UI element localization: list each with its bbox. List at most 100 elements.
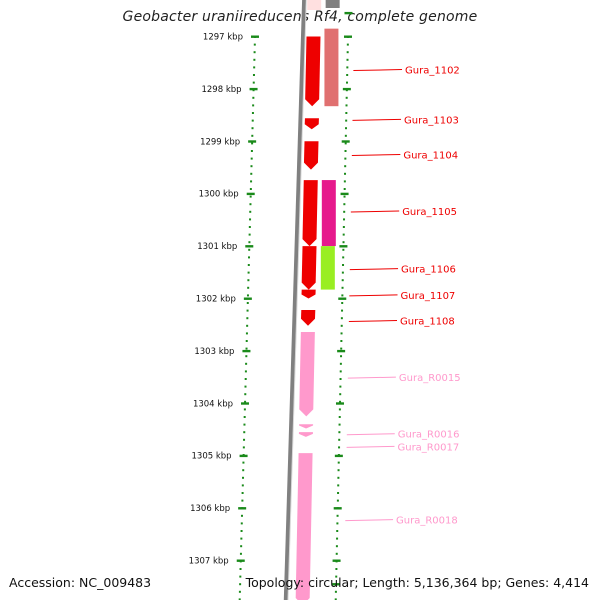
scale-dot (245, 340, 248, 342)
scale-dot (340, 317, 343, 320)
scale-tick (341, 140, 350, 143)
scale-dot (336, 522, 339, 525)
scale-dot (251, 142, 254, 145)
scale-dot (247, 279, 250, 282)
scale-tick (335, 402, 344, 405)
leader-gura_1108 (348, 320, 398, 323)
scale-dot (253, 51, 256, 54)
scale-dot (340, 332, 343, 335)
scale-tick (332, 583, 341, 586)
scale-dot (339, 362, 342, 365)
scale-dot (243, 438, 246, 441)
scale-dot (342, 233, 345, 236)
feature-gura_1102 (305, 36, 321, 107)
scale-dot (341, 302, 344, 304)
scale-dot (253, 58, 256, 61)
topology-value: circular (308, 575, 355, 590)
feature-continuation (307, 0, 322, 10)
scale-dot (244, 385, 247, 388)
scale-dot (341, 271, 344, 274)
scale-tick-label: 1305 kbp (192, 452, 232, 462)
genes-value: 4,414 (553, 575, 589, 590)
scale-dot (245, 362, 248, 365)
scale-dot (250, 150, 253, 152)
leader-gura_1107 (349, 294, 398, 297)
scale-tick-label: 1304 kbp (193, 399, 233, 409)
scale-dot (346, 51, 349, 54)
scale-dot (244, 393, 247, 396)
label-gura_1103: Gura_1103 (404, 115, 459, 126)
scale-dot (249, 203, 252, 206)
scale-dot (252, 96, 255, 99)
leader-gura_r0016 (346, 433, 395, 436)
genes-label: Genes: (505, 575, 550, 590)
scale-tick (242, 349, 251, 353)
scale-dot (239, 568, 242, 570)
length-value: 5,136,364 bp (413, 575, 498, 590)
scale-tick (239, 454, 248, 458)
leader-gura_r0018 (345, 519, 394, 522)
scale-dot (245, 332, 248, 335)
scale-dot (344, 157, 347, 160)
scale-tick (248, 140, 257, 143)
scale-tick (339, 245, 348, 248)
scale-dot (346, 81, 349, 84)
genome-backbone (283, 0, 307, 600)
cds-block-gura_1102 (324, 28, 339, 107)
scale-tick-label: 1303 kbp (194, 347, 234, 357)
scale-dot (344, 134, 347, 137)
cds-block-continuation (325, 0, 340, 8)
scale-dot (345, 119, 348, 122)
scale-dot (336, 530, 339, 532)
scale-dot (344, 150, 347, 152)
scale-dot (250, 172, 253, 175)
scale-tick-label: 1300 kbp (199, 190, 239, 200)
scale-dot (250, 180, 253, 183)
scale-tick-label: 1302 kbp (196, 295, 236, 305)
scale-dot (335, 575, 338, 578)
feature-gura_1108 (300, 310, 316, 326)
scale-dot (245, 355, 248, 358)
scale-dot (337, 469, 340, 472)
feature-gura_r0017 (298, 432, 313, 437)
scale-tick (236, 559, 245, 562)
scale-dot (335, 545, 338, 548)
scale-dot (249, 195, 252, 198)
scale-dot (342, 264, 345, 266)
scale-dot (249, 188, 252, 190)
scale-tick (337, 349, 346, 353)
scale-dot (252, 104, 255, 107)
leader-gura_r0015 (347, 376, 396, 379)
scale-tick-label: 1297 kbp (203, 33, 243, 43)
scale-dot (241, 499, 244, 502)
scale-dot (341, 279, 344, 282)
scale-dot (248, 226, 251, 228)
feature-gura_1103 (304, 118, 319, 130)
scale-dot (344, 142, 347, 145)
scale-tick (250, 35, 259, 38)
scale-dot (251, 119, 254, 122)
leader-gura_1103 (352, 118, 402, 121)
scale-dot (250, 165, 253, 168)
scale-dot (246, 324, 249, 327)
scale-dot (247, 271, 250, 274)
scale-dot (238, 590, 241, 593)
scale-tick-labels: 1297 kbp 1298 kbp 1299 kbp 1300 kbp 1301 kbp… (189, 33, 243, 567)
scale-dot (240, 522, 243, 525)
scale-dot (243, 423, 246, 426)
leader-gura_1106 (349, 268, 399, 271)
scale-dot (345, 104, 348, 107)
accession-label: Accession: (9, 575, 76, 590)
scale-dot (341, 309, 344, 312)
cds-block-gura_1106 (320, 246, 335, 290)
scale-dot (339, 370, 342, 373)
feature-track (295, 0, 322, 600)
feature-gura_1104 (303, 141, 319, 170)
scale-tick (249, 87, 258, 91)
scale-dot (241, 484, 244, 487)
label-gura_1102: Gura_1102 (405, 66, 460, 77)
label-gura_1105: Gura_1105 (402, 207, 457, 218)
scale-dot (251, 127, 254, 130)
genome-summary-line: Topology: circular; Length: 5,136,364 bp… (245, 575, 589, 590)
